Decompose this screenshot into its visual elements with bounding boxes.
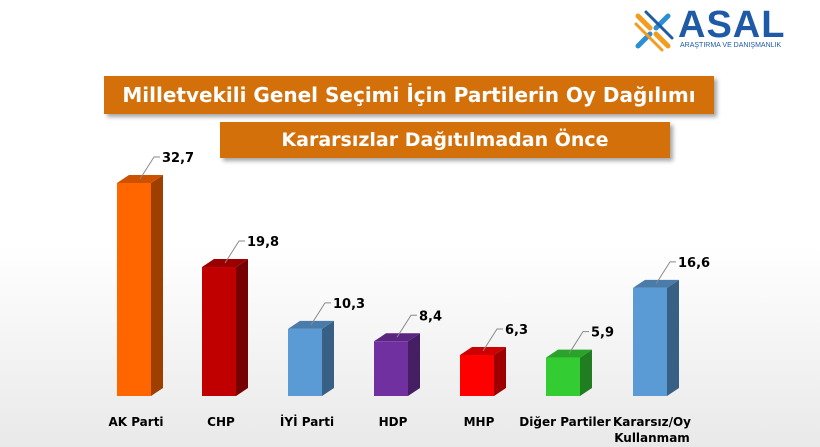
bar-side — [151, 175, 163, 396]
category-label: CHP — [207, 415, 235, 429]
chart-subtitle: Kararsızlar Dağıtılmadan Önce — [220, 122, 670, 158]
bar — [288, 328, 322, 396]
category-label: AK Parti — [108, 415, 163, 429]
chart-title: Milletvekili Genel Seçimi İçin Partileri… — [104, 76, 714, 114]
bar-side — [408, 333, 420, 396]
bar-side — [667, 279, 679, 396]
bar — [202, 267, 236, 396]
leader-line — [655, 261, 676, 285]
leader-line — [224, 240, 245, 264]
category-label: Diğer Partiler — [519, 415, 610, 429]
leader-line — [310, 302, 331, 326]
bar-side — [580, 349, 592, 396]
bar — [460, 354, 494, 396]
data-label: 10,3 — [333, 297, 365, 312]
leader-line — [139, 156, 160, 180]
category-label: MHP — [464, 415, 495, 429]
bar — [374, 341, 408, 396]
data-label: 32,7 — [162, 151, 194, 166]
leader-line — [482, 328, 503, 352]
data-label: 19,8 — [247, 235, 279, 250]
bar — [546, 357, 580, 396]
category-label: HDP — [379, 415, 408, 429]
category-label: İYİ Parti — [280, 414, 334, 429]
bar — [117, 183, 151, 396]
logo-text: ASAL — [678, 4, 786, 46]
asal-logo: ASAL ARAŞTIRMA VE DANIŞMANLIK — [632, 4, 784, 52]
data-label: 8,4 — [419, 309, 442, 324]
logo-subtitle: ARAŞTIRMA VE DANIŞMANLIK — [680, 42, 782, 49]
bar-side — [322, 320, 334, 396]
data-label: 16,6 — [678, 256, 710, 271]
category-label: Kullanmam — [614, 431, 690, 445]
asal-logo-icon — [634, 10, 674, 52]
bar-side — [236, 259, 248, 396]
leader-line — [568, 331, 589, 354]
category-label: Kararsız/Oy — [613, 415, 691, 429]
bar-side — [494, 346, 506, 396]
data-label: 5,9 — [591, 326, 614, 341]
data-label: 6,3 — [505, 323, 528, 338]
leader-line — [396, 314, 417, 338]
bar — [633, 287, 667, 396]
